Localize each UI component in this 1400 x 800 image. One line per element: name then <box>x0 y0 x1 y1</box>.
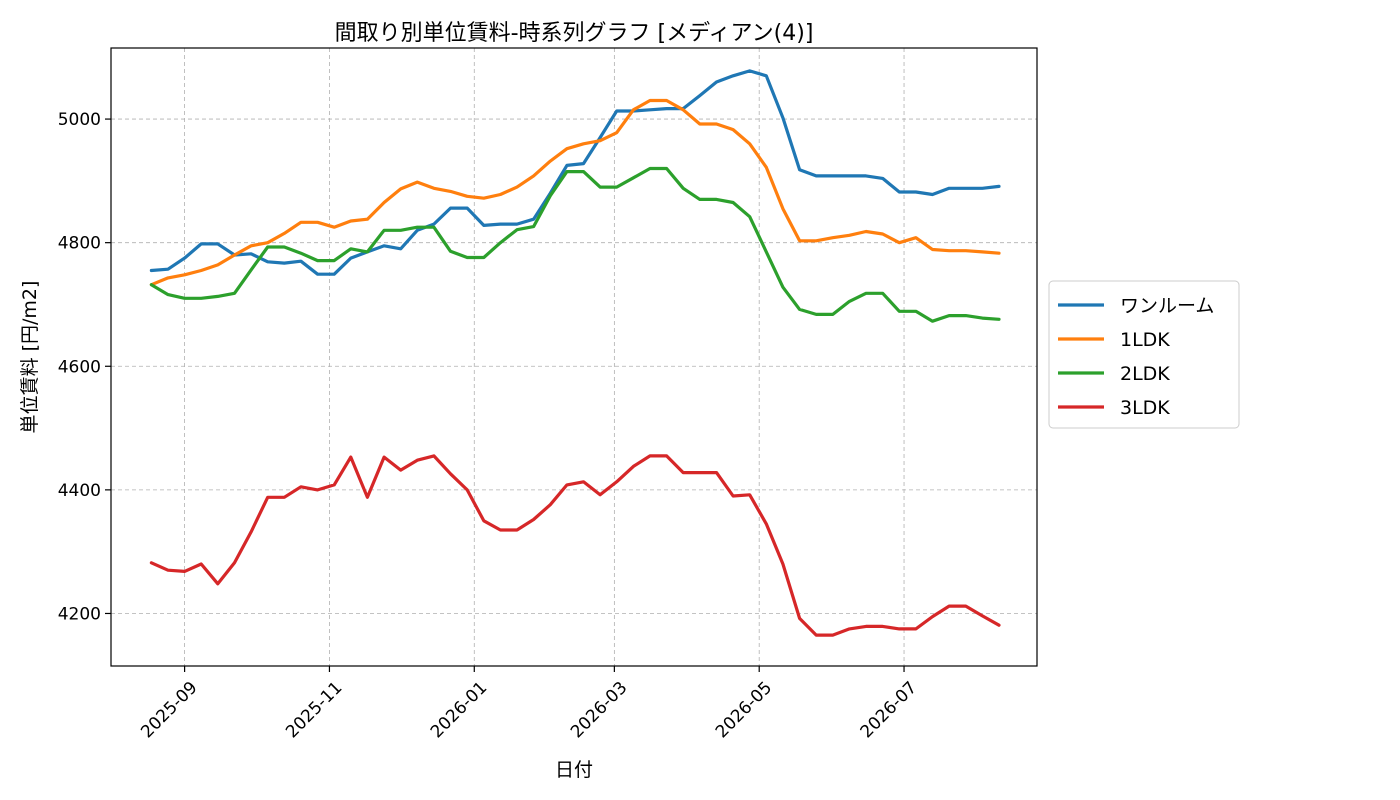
x-tick-label: 2026-07 <box>857 678 921 742</box>
x-tick-label: 2026-05 <box>712 678 776 742</box>
x-axis-ticks: 2025-09 2025-11 2026-01 2026-03 2026-05 2026-… <box>137 666 921 742</box>
x-axis-label: 日付 <box>555 759 593 781</box>
series-line-3 <box>149 454 1001 637</box>
x-tick-label: 2025-11 <box>282 678 346 742</box>
grid <box>111 48 1037 666</box>
series-line-2 <box>149 166 1001 323</box>
y-tick-label: 4600 <box>58 357 101 377</box>
plot-frame <box>110 47 1038 667</box>
x-tick-label: 2025-09 <box>137 678 201 742</box>
y-tick-label: 5000 <box>58 110 101 130</box>
y-tick-label: 4400 <box>58 481 101 501</box>
legend-entry-label: 1LDK <box>1120 329 1170 351</box>
series-lines <box>149 69 1001 637</box>
y-tick-label: 4800 <box>58 234 101 254</box>
y-tick-label: 4200 <box>58 604 101 624</box>
x-tick-label: 2026-01 <box>427 678 491 742</box>
chart-title: 間取り別単位賃料-時系列グラフ [メディアン(4)] <box>335 21 814 46</box>
legend-frame <box>1048 280 1240 429</box>
y-axis-label: 単位賃料 [円/m2] <box>19 281 41 434</box>
legend: ワンルーム 1LDK 2LDK 3LDK <box>1048 280 1240 429</box>
y-axis-ticks: 4200 4400 4600 4800 5000 <box>58 110 111 624</box>
series-line-1 <box>149 98 1001 287</box>
legend-entry-label: ワンルーム <box>1120 295 1214 317</box>
x-tick-label: 2026-03 <box>567 678 631 742</box>
legend-entry-label: 2LDK <box>1120 363 1170 385</box>
legend-entry-label: 3LDK <box>1120 397 1170 419</box>
series-line-0 <box>149 69 1001 276</box>
